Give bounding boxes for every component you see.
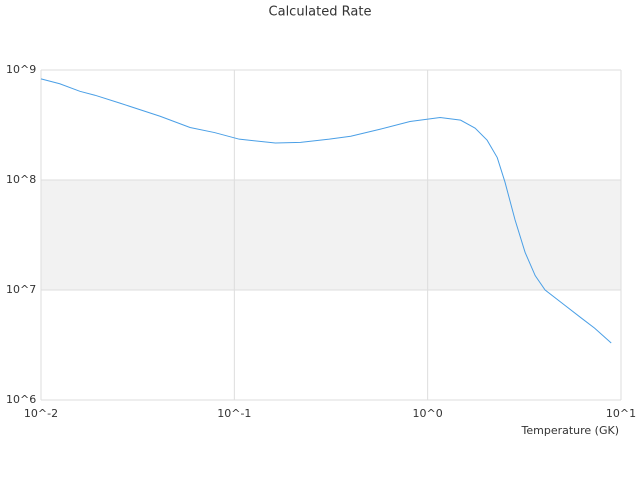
chart-title: Calculated Rate (269, 5, 372, 20)
x-tick-label: 10^-1 (217, 407, 251, 420)
line-series (40, 78, 612, 344)
band (41, 180, 621, 290)
y-tick-label: 10^7 (6, 283, 36, 296)
x-tick-label: 10^1 (606, 407, 636, 420)
y-tick-label: 10^8 (6, 173, 36, 186)
x-axis-title: Temperature (GK) (521, 424, 620, 437)
y-tick-label: 10^9 (6, 63, 36, 76)
x-tick-label: 10^-2 (24, 407, 58, 420)
x-tick-label: 10^0 (413, 407, 443, 420)
y-tick-label: 10^6 (6, 393, 36, 406)
